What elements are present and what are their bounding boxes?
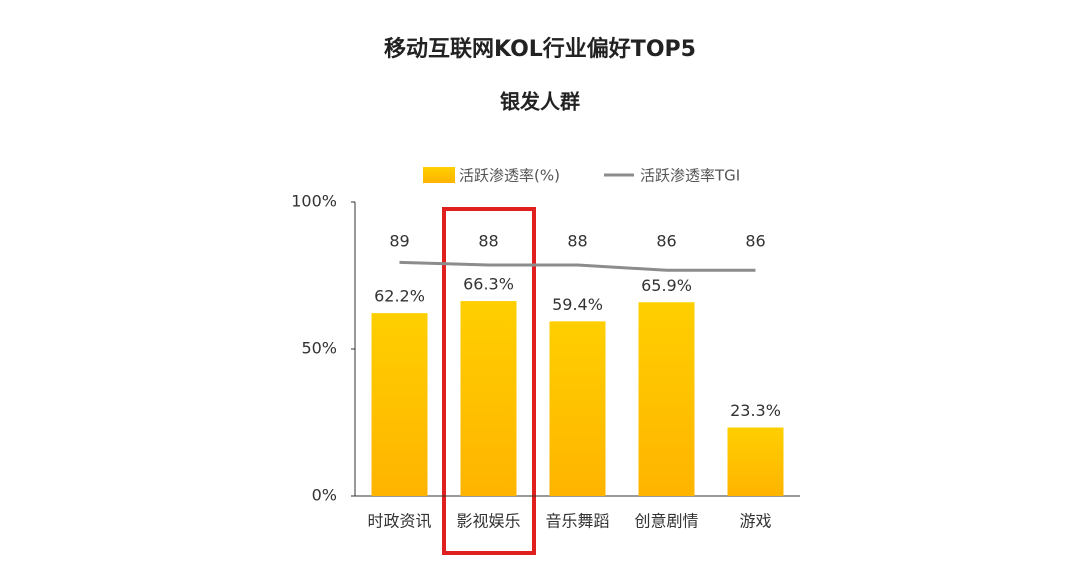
data-label: 89	[389, 232, 409, 251]
bar	[727, 427, 784, 496]
x-tick-label: 影视娱乐	[456, 512, 520, 531]
bar	[638, 302, 695, 496]
x-tick-label: 音乐舞蹈	[545, 512, 609, 531]
data-label: 23.3%	[730, 401, 781, 420]
line	[399, 260, 756, 272]
chart-title: 移动互联网KOL行业偏好TOP5	[384, 36, 696, 62]
data-label: 65.9%	[641, 276, 692, 295]
data-label: 59.4%	[552, 295, 603, 314]
data-label: 88	[567, 232, 587, 251]
highlight-box	[442, 207, 536, 555]
bar	[549, 321, 606, 496]
data-label: 62.2%	[374, 287, 425, 306]
bar	[371, 313, 428, 496]
x-tick-label: 创意剧情	[634, 512, 698, 531]
data-label: 88	[478, 232, 498, 251]
legend-swatch	[423, 167, 455, 183]
y-tick-label: 0%	[312, 486, 337, 505]
data-label: 66.3%	[463, 275, 514, 294]
data-label: 86	[745, 232, 765, 251]
data-label: 86	[656, 232, 676, 251]
chart-subtitle: 银发人群	[500, 90, 580, 114]
y-tick-label: 100%	[291, 192, 337, 211]
legend-label: 活跃渗透率TGI	[640, 167, 740, 185]
x-tick-label: 游戏	[739, 512, 771, 531]
x-tick-label: 时政资讯	[367, 512, 431, 531]
y-tick-label: 50%	[301, 339, 337, 358]
bar	[460, 301, 517, 496]
legend-label: 活跃渗透率(%)	[459, 167, 560, 185]
